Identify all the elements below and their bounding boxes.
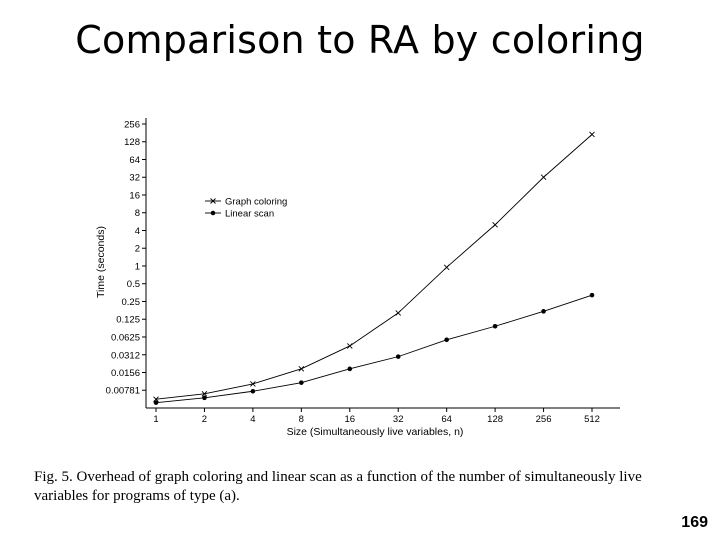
data-point-dot-marker xyxy=(395,354,401,359)
x-tick-label: 256 xyxy=(536,414,552,425)
slide-title: Comparison to RA by coloring xyxy=(75,18,645,62)
y-tick-label: 0.125 xyxy=(116,315,140,326)
data-point-x-marker xyxy=(395,310,402,316)
data-point-dot-marker xyxy=(492,323,498,329)
y-axis-label: Time (seconds) xyxy=(95,226,107,298)
y-tick-label: 2 xyxy=(135,244,140,255)
legend-label: Graph coloring xyxy=(225,197,287,208)
plot-frame xyxy=(145,118,620,409)
y-tick-label: 1 xyxy=(135,261,140,272)
data-point-dot-marker xyxy=(299,380,304,385)
x-tick-label: 32 xyxy=(393,414,404,425)
data-point-x-marker xyxy=(443,264,450,271)
x-tick-label: 8 xyxy=(299,414,304,425)
x-tick-label: 512 xyxy=(584,414,600,425)
y-tick-label: 0.5 xyxy=(127,279,140,290)
y-tick-label: 0.0312 xyxy=(111,350,140,361)
x-axis-label: Size (Simultaneously live variables, n) xyxy=(287,426,464,438)
y-tick-label: 16 xyxy=(129,190,140,201)
data-point-x-marker xyxy=(153,396,159,403)
figure-caption: Fig. 5. Overhead of graph coloring and l… xyxy=(34,469,642,504)
x-tick-label: 1 xyxy=(153,414,158,425)
data-point-x-marker xyxy=(298,366,305,372)
data-point-x-marker xyxy=(540,174,547,181)
series-line-2 xyxy=(155,294,593,404)
legend-dot-marker xyxy=(210,210,216,216)
x-tick-label: 2 xyxy=(202,414,207,425)
data-point-dot-marker xyxy=(347,366,353,372)
legend-label: Linear scan xyxy=(225,209,274,220)
legend-x-marker xyxy=(210,198,216,204)
y-tick-label: 4 xyxy=(135,226,140,237)
y-tick-label: 128 xyxy=(124,137,140,148)
series-line-1 xyxy=(155,134,593,400)
y-tick-label: 0.0156 xyxy=(111,368,140,379)
y-tick-label: 64 xyxy=(129,155,140,166)
page-number: 169 xyxy=(681,514,708,531)
data-point-x-marker xyxy=(589,131,595,138)
y-tick-label: 32 xyxy=(129,173,140,184)
y-tick-label: 0.0625 xyxy=(111,332,140,343)
x-axis-ticks: 1 2 4 8 16 32 64 128 256 512 xyxy=(153,408,600,425)
data-point-dot-marker xyxy=(444,337,449,343)
series-lines xyxy=(153,131,595,405)
x-tick-label: 128 xyxy=(487,414,503,425)
y-tick-label: 256 xyxy=(124,120,140,131)
data-point-x-marker xyxy=(346,343,353,349)
data-point-x-marker xyxy=(201,390,208,397)
x-tick-label: 64 xyxy=(441,414,452,425)
data-point-dot-marker xyxy=(250,388,256,394)
data-point-dot-marker xyxy=(202,395,207,401)
y-axis-ticks: 0.00781 0.0156 0.0312 0.0625 0.125 0.25 0.5 1 2 4… xyxy=(106,120,146,397)
data-point-dot-marker xyxy=(541,309,546,314)
y-tick-label: 0.25 xyxy=(122,297,141,308)
y-tick-label: 8 xyxy=(135,208,140,219)
y-tick-label: 0.00781 xyxy=(106,386,140,397)
x-tick-label: 16 xyxy=(344,414,355,425)
data-point-dot-marker xyxy=(589,292,595,298)
data-point-x-marker xyxy=(250,381,256,387)
x-tick-label: 4 xyxy=(250,414,255,425)
data-point-dot-marker xyxy=(153,400,159,405)
data-point-x-marker xyxy=(492,221,498,228)
